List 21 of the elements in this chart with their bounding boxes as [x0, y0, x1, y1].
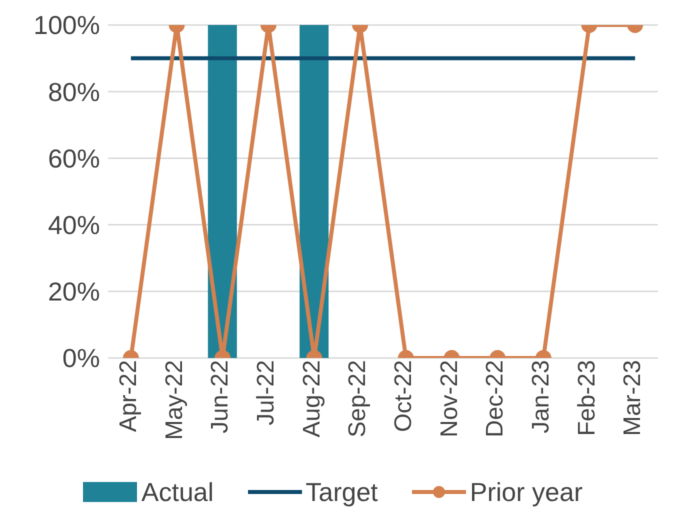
y-tick-label: 20% — [48, 276, 100, 307]
x-tick-label: Apr-22 — [114, 360, 142, 432]
x-tick-label: Dec-22 — [482, 360, 509, 438]
legend-label: Actual — [140, 476, 214, 508]
y-tick-label: 60% — [48, 143, 100, 174]
y-tick-label: 40% — [48, 210, 100, 240]
x-tick-label: Jan-23 — [527, 360, 554, 434]
x-tick-label: Jun-22 — [206, 360, 234, 434]
legend-label: Prior year — [468, 476, 583, 508]
x-tick-label: Sep-22 — [344, 360, 372, 438]
x-tick-label: May-22 — [160, 360, 188, 440]
x-tick-label: Aug-22 — [298, 360, 326, 438]
y-tick-label: 80% — [48, 76, 100, 107]
x-tick-label: Feb-23 — [573, 360, 600, 436]
y-tick-label: 100% — [34, 10, 100, 40]
y-tick-label: 0% — [62, 343, 100, 374]
x-tick-label: Oct-22 — [390, 360, 417, 432]
legend-label: Target — [304, 476, 378, 508]
x-tick-label: Mar-23 — [619, 360, 646, 436]
x-tick-label: Jul-22 — [252, 360, 280, 426]
x-tick-label: Nov-22 — [436, 360, 463, 438]
